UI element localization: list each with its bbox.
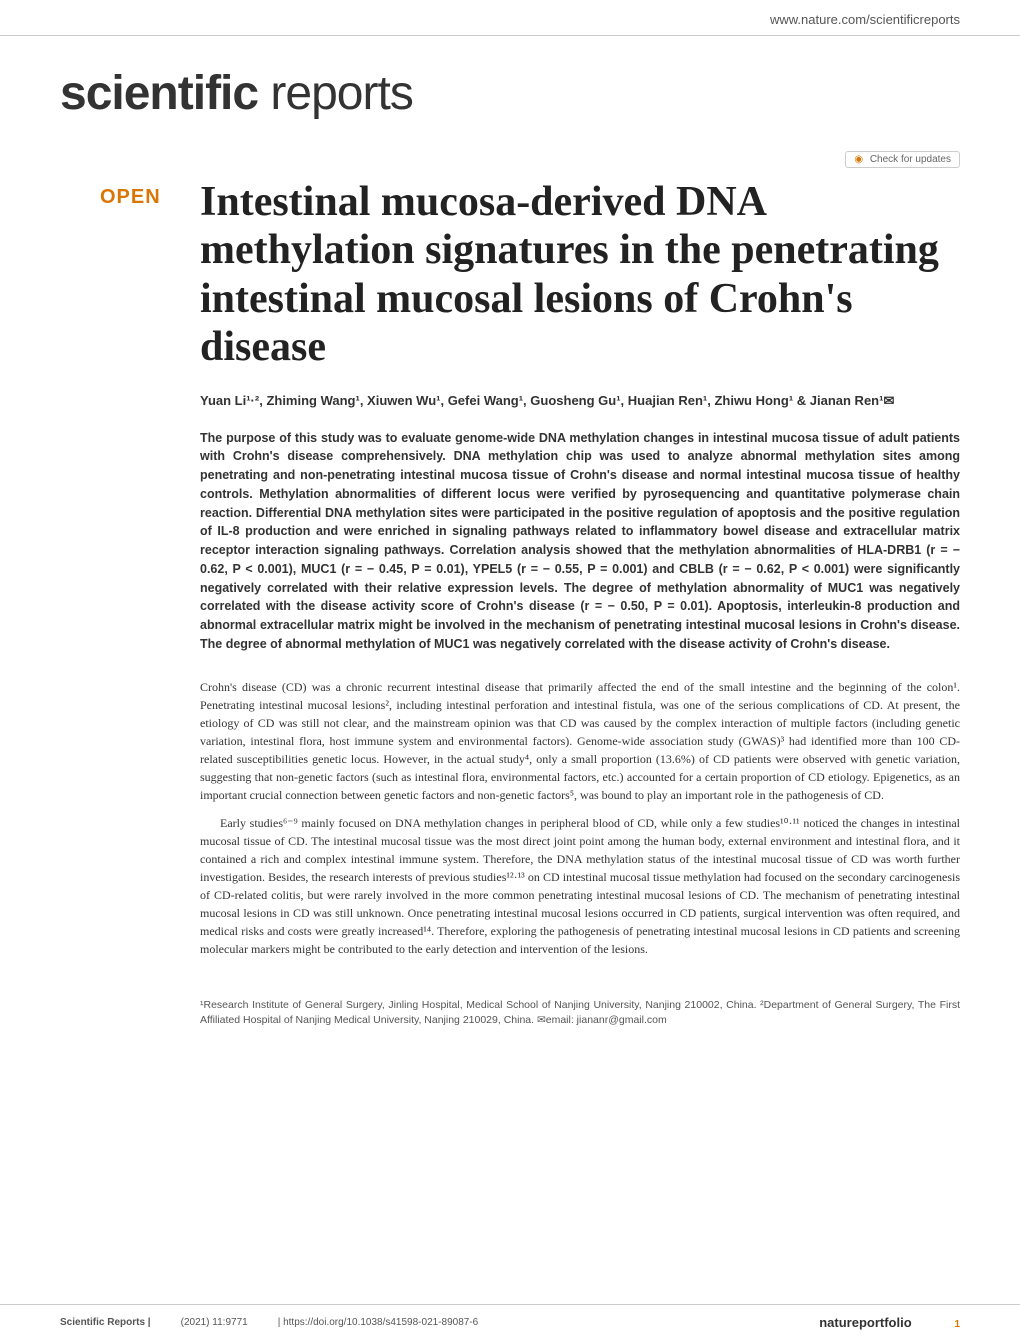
header-url: www.nature.com/scientificreports <box>770 12 960 27</box>
check-updates-badge[interactable]: ◉ Check for updates <box>845 151 960 168</box>
body-paragraph-2: Early studies⁶⁻⁹ mainly focused on DNA m… <box>200 814 960 958</box>
authors-list: Yuan Li¹·², Zhiming Wang¹, Xiuwen Wu¹, G… <box>200 391 960 411</box>
footer-doi: | https://doi.org/10.1038/s41598-021-890… <box>278 1317 479 1328</box>
journal-name-bold: scientific <box>60 67 258 120</box>
journal-logo: scientific reports <box>0 36 1020 151</box>
abstract-text: The purpose of this study was to evaluat… <box>200 429 960 654</box>
open-access-label: OPEN <box>100 186 161 209</box>
main-content: OPEN Intestinal mucosa-derived DNA methy… <box>0 178 1020 1029</box>
update-icon: ◉ <box>854 154 863 165</box>
affiliations-text: ¹Research Institute of General Surgery, … <box>200 998 960 1030</box>
page-number: 1 <box>954 1319 960 1330</box>
header-url-bar: www.nature.com/scientificreports <box>0 0 1020 36</box>
footer-journal: Scientific Reports | <box>60 1317 151 1328</box>
page-footer: Scientific Reports | (2021) 11:9771 | ht… <box>0 1304 1020 1340</box>
check-updates-label: Check for updates <box>870 154 951 165</box>
publisher-logo: natureportfolio <box>819 1315 911 1330</box>
footer-citation: (2021) 11:9771 <box>181 1317 248 1328</box>
body-paragraph-1: Crohn's disease (CD) was a chronic recur… <box>200 678 960 804</box>
article-title: Intestinal mucosa-derived DNA methylatio… <box>200 178 960 371</box>
footer-journal-name: Scientific Reports | <box>60 1317 151 1328</box>
journal-name-light: reports <box>270 67 412 120</box>
footer-right: natureportfolio 1 <box>819 1315 960 1330</box>
body-paragraph-2-text: Early studies⁶⁻⁹ mainly focused on DNA m… <box>200 814 960 958</box>
footer-left: Scientific Reports | (2021) 11:9771 | ht… <box>60 1317 478 1328</box>
check-updates-container: ◉ Check for updates <box>0 151 1020 178</box>
